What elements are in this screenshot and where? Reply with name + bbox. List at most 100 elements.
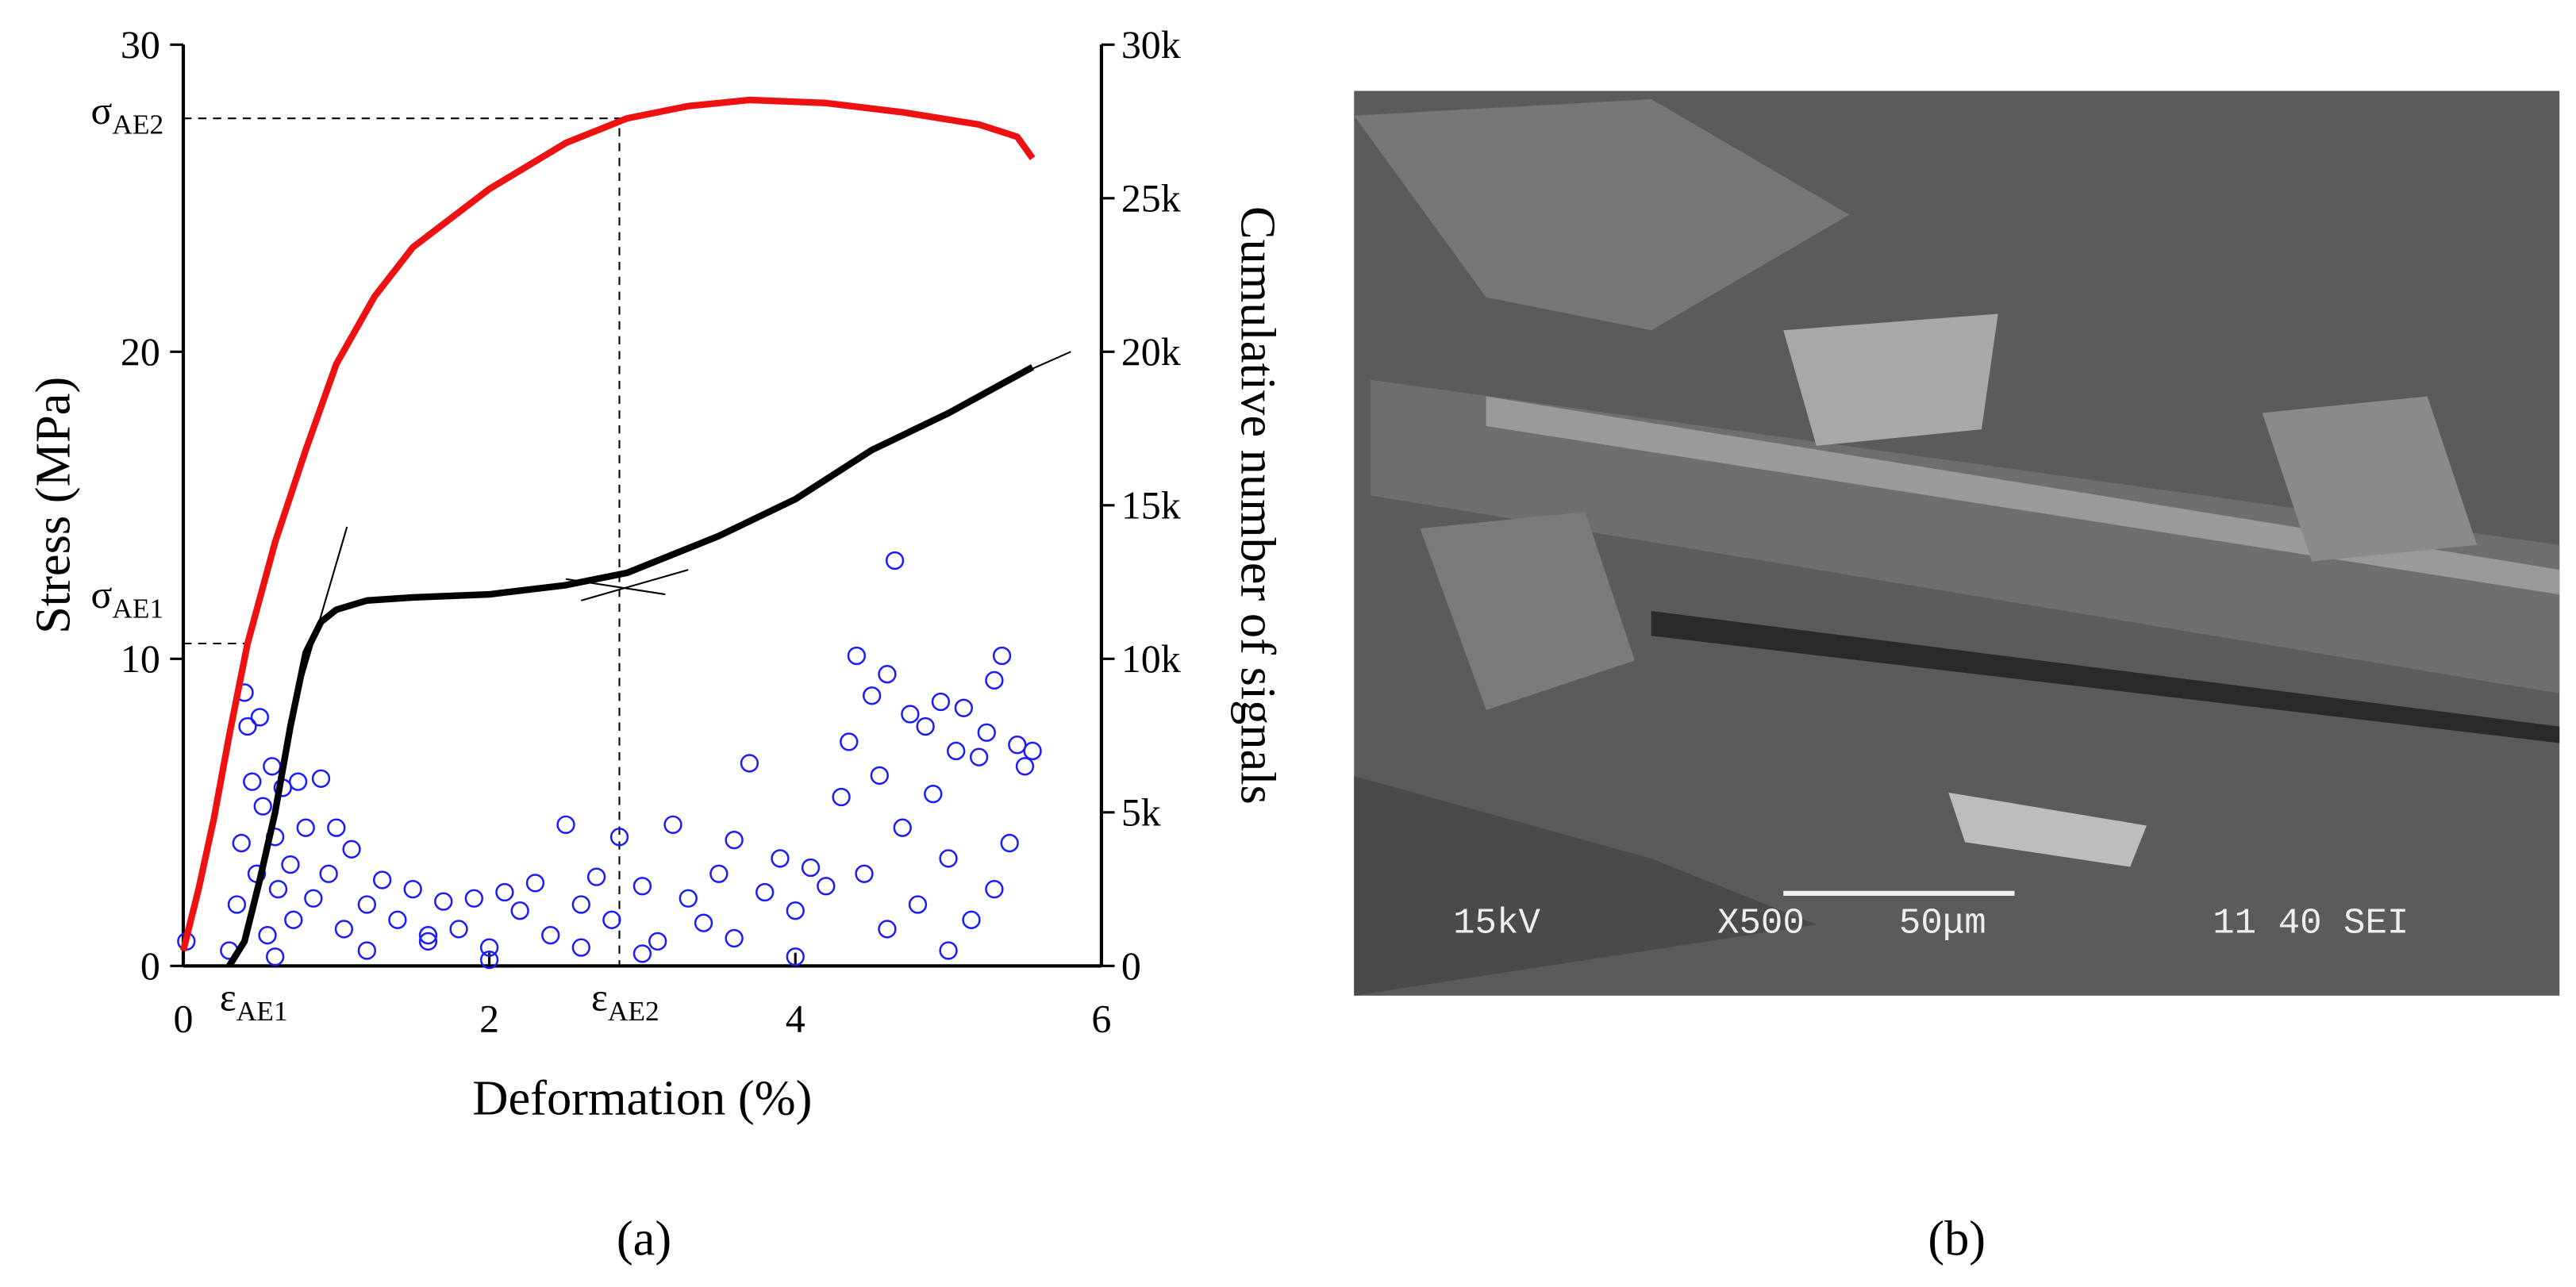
sem-label: 50μm: [1899, 903, 1986, 944]
signal-point: [740, 754, 759, 773]
signal-point: [449, 920, 468, 939]
annotation: εAE2: [591, 976, 659, 1027]
y-tick-label: 20: [121, 330, 160, 374]
signal-point: [253, 797, 272, 816]
x-tick-label: 6: [1091, 997, 1111, 1041]
y-axis-label: Stress (MPa): [25, 377, 80, 634]
signal-point: [372, 870, 392, 889]
signal-point: [847, 646, 867, 666]
signal-point: [632, 877, 652, 896]
signal-point: [434, 892, 453, 911]
y2-axis-label: Cumulative number of signals: [1231, 206, 1286, 805]
y2-tick-label: 15k: [1121, 483, 1181, 527]
texture: [1354, 98, 1850, 331]
signal-point: [947, 741, 966, 761]
signal-point: [709, 864, 729, 883]
debris: [1783, 313, 1998, 446]
signal-point: [885, 551, 905, 571]
y-tick-label: 10: [121, 637, 160, 681]
signal-point: [832, 787, 851, 807]
annotation-subscript: AE1: [236, 995, 288, 1027]
signal-point: [602, 910, 621, 929]
signal-point: [893, 818, 912, 837]
x-tick-label: 4: [786, 997, 805, 1041]
signal-point: [855, 864, 874, 883]
signal-point: [327, 818, 346, 837]
signal-point: [648, 932, 667, 951]
signal-point: [311, 769, 331, 788]
debris: [1420, 512, 1635, 710]
annotation-symbol: σ: [90, 573, 112, 617]
debris: [2262, 396, 2478, 562]
y2-tick-label: 20k: [1121, 330, 1181, 374]
x-axis-label: Deformation (%): [472, 1070, 812, 1126]
tangent-line: [994, 351, 1071, 386]
annotation: εAE1: [220, 976, 288, 1027]
signal-point: [304, 889, 323, 908]
x-tick-label: 2: [479, 997, 499, 1041]
signal-point: [725, 831, 744, 850]
signal-point: [801, 858, 821, 878]
signal-point: [878, 920, 897, 939]
signal-point: [281, 855, 300, 874]
signal-point: [357, 941, 376, 960]
signal-point: [840, 732, 859, 751]
annotation-subscript: AE2: [112, 109, 163, 140]
signal-point: [319, 864, 338, 883]
signal-point: [870, 766, 889, 786]
signal-point: [263, 757, 282, 776]
signal-point: [268, 879, 288, 899]
signal-point: [901, 705, 920, 724]
signal-point: [464, 889, 483, 908]
signal-point: [227, 895, 247, 914]
fiber: [1371, 379, 2560, 694]
data-line: [226, 364, 1035, 968]
signal-point: [479, 938, 499, 957]
signal-point: [663, 815, 682, 834]
sem-label: 11 40 SEI: [2213, 903, 2409, 944]
signal-point: [250, 708, 270, 727]
y2-tick-label: 0: [1121, 944, 1141, 988]
signal-point: [418, 926, 438, 945]
signal-point: [1023, 741, 1042, 761]
signal-point: [679, 889, 698, 908]
annotation-symbol: σ: [90, 89, 112, 133]
signal-point: [939, 849, 958, 868]
tangent-line: [581, 569, 689, 601]
signal-point: [969, 747, 989, 766]
signal-point: [786, 901, 805, 920]
signal-point: [586, 867, 606, 886]
signal-point: [525, 874, 545, 893]
sem-label: 15kV: [1453, 903, 1540, 944]
annotation-symbol: ε: [220, 976, 236, 1020]
signal-point: [786, 947, 805, 966]
sem-image: 15kV X500 50μm 11 40 SEI: [1354, 90, 2560, 996]
tangent-line: [565, 578, 666, 596]
y2-tick-label: 30k: [1121, 23, 1181, 67]
signal-point: [418, 932, 438, 951]
signal-point: [266, 947, 285, 966]
signal-point: [238, 716, 257, 736]
annotation-subscript: AE1: [112, 592, 163, 624]
signal-point: [878, 665, 897, 684]
annotation: σAE1: [90, 573, 163, 624]
signal-point: [771, 849, 790, 868]
signal-point: [916, 716, 935, 736]
signal-point: [296, 818, 315, 837]
signal-point: [632, 944, 652, 963]
annotation-subscript: AE2: [608, 995, 659, 1027]
signal-point: [1008, 736, 1027, 755]
y2-tick-label: 10k: [1121, 637, 1181, 681]
y-tick-label: 0: [140, 944, 160, 988]
signal-point: [334, 920, 354, 939]
signal-point: [510, 901, 529, 920]
signal-point: [403, 879, 422, 899]
y2-tick-label: 5k: [1121, 791, 1161, 835]
signal-point: [571, 895, 590, 914]
signal-point: [571, 938, 590, 957]
fiber-edge: [1486, 396, 2560, 595]
signal-point: [755, 882, 775, 902]
signal-point: [284, 910, 303, 929]
signal-point: [977, 723, 996, 742]
signal-point: [342, 839, 361, 859]
